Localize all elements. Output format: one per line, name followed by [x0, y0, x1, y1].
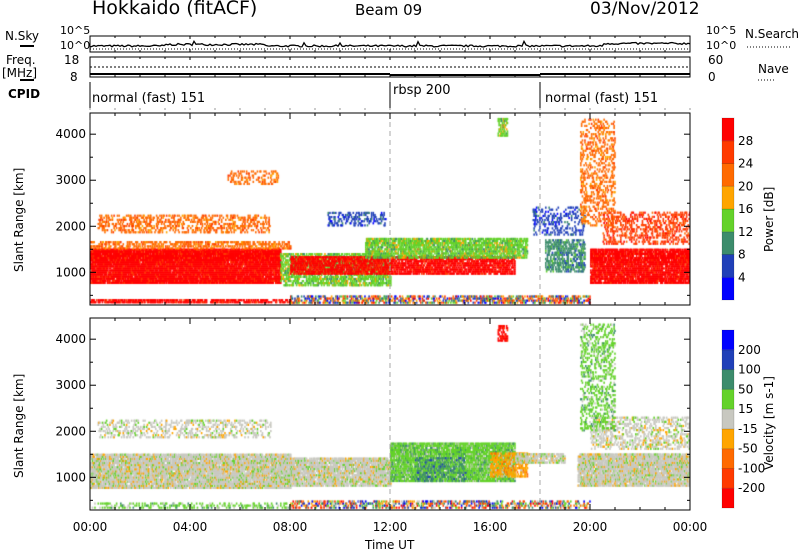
sky-noise-line — [89, 39, 691, 48]
colorbar-segment — [721, 467, 735, 489]
colorbar-tick-label: 15 — [738, 402, 753, 416]
freq-tick-top: 18 — [64, 53, 80, 67]
x-axis-label: Time UT — [365, 538, 415, 552]
date-title: 03/Nov/2012 — [590, 0, 700, 19]
colorbar-segment — [721, 276, 735, 301]
colorbar-tick-label: 28 — [738, 134, 753, 148]
y-tick-label: 3000 — [55, 173, 86, 187]
colorbar-segment — [721, 208, 735, 233]
y-tick-label: 4000 — [55, 332, 86, 346]
x-tick-label: 00:00 — [73, 520, 108, 534]
nave-tick-bottom: 0 — [708, 70, 716, 84]
colorbar-tick-label: 24 — [738, 157, 753, 171]
colorbar-segment — [721, 185, 735, 210]
colorbar-segment — [721, 487, 735, 509]
nave-tick-top: 60 — [708, 53, 724, 67]
colorbar-tick-label: 50 — [738, 382, 753, 396]
x-tick-label: 00:00 — [673, 520, 708, 534]
colorbar-segment — [721, 254, 735, 278]
power-colorbar-label: Power [dB] — [762, 186, 776, 252]
colorbar-tick-label: -100 — [738, 461, 765, 475]
x-tick-label: 04:00 — [173, 520, 208, 534]
colorbar-tick-label: -200 — [738, 481, 765, 495]
nsearch-label: N.Search — [745, 27, 800, 41]
nsky-label: N.Sky — [5, 29, 40, 43]
colorbar-segment — [721, 329, 735, 351]
colorbar-tick-label: 200 — [738, 343, 761, 357]
y-tick-label: 2000 — [55, 219, 86, 233]
y-tick-label: 3000 — [55, 378, 86, 392]
colorbar-segment — [721, 117, 735, 142]
cpid-segment: normal (fast) 151 — [92, 91, 206, 106]
velocity-y-label: Slant Range [km] — [12, 373, 26, 478]
cpid-segment: rbsp 200 — [393, 83, 451, 98]
colorbar-tick-label: 16 — [738, 202, 753, 216]
colorbar-tick-label: 4 — [738, 270, 746, 284]
colorbar-tick-label: 100 — [738, 363, 761, 377]
y-tick-label: 2000 — [55, 424, 86, 438]
nsearch-tick-bottom: 10^0 — [706, 39, 737, 52]
y-tick-label: 1000 — [55, 265, 86, 279]
colorbar-segment — [721, 140, 735, 164]
station-title: Hokkaido (fitACF) — [92, 0, 258, 19]
colorbar-tick-label: 12 — [738, 225, 753, 239]
colorbar-segment — [721, 388, 735, 410]
power-y-label: Slant Range [km] — [12, 167, 26, 272]
nsearch-tick-top: 10^5 — [706, 24, 737, 37]
colorbar-segment — [721, 448, 735, 469]
colorbar-segment — [721, 408, 735, 430]
y-tick-label: 4000 — [55, 127, 86, 141]
colorbar-segment — [721, 231, 735, 255]
colorbar-tick-label: -15 — [738, 422, 758, 436]
nsky-tick-bottom: 10^0 — [60, 39, 91, 52]
freq-unit-label: [MHz] — [2, 66, 38, 80]
nsky-tick-top: 10^5 — [60, 24, 91, 37]
x-tick-label: 20:00 — [573, 520, 608, 534]
colorbar-segment — [721, 428, 735, 450]
x-tick-label: 08:00 — [273, 520, 308, 534]
y-tick-label: 1000 — [55, 470, 86, 484]
freq-tick-bottom: 8 — [70, 70, 78, 84]
freq-label: Freq. — [6, 53, 36, 67]
colorbar-segment — [721, 163, 735, 187]
colorbar-segment — [721, 349, 735, 371]
colorbar-tick-label: 20 — [738, 179, 753, 193]
cpid-label: CPID — [8, 87, 41, 101]
cpid-segment: normal (fast) 151 — [545, 91, 659, 106]
colorbar-tick-label: 8 — [738, 248, 746, 262]
colorbar-segment — [721, 369, 735, 390]
x-tick-label: 12:00 — [373, 520, 408, 534]
x-tick-label: 16:00 — [473, 520, 508, 534]
beam-title: Beam 09 — [355, 1, 423, 19]
colorbar-tick-label: -50 — [738, 442, 758, 456]
nave-label: Nave — [758, 62, 789, 76]
velocity-colorbar-label: Velocity [m s-1] — [762, 376, 776, 470]
